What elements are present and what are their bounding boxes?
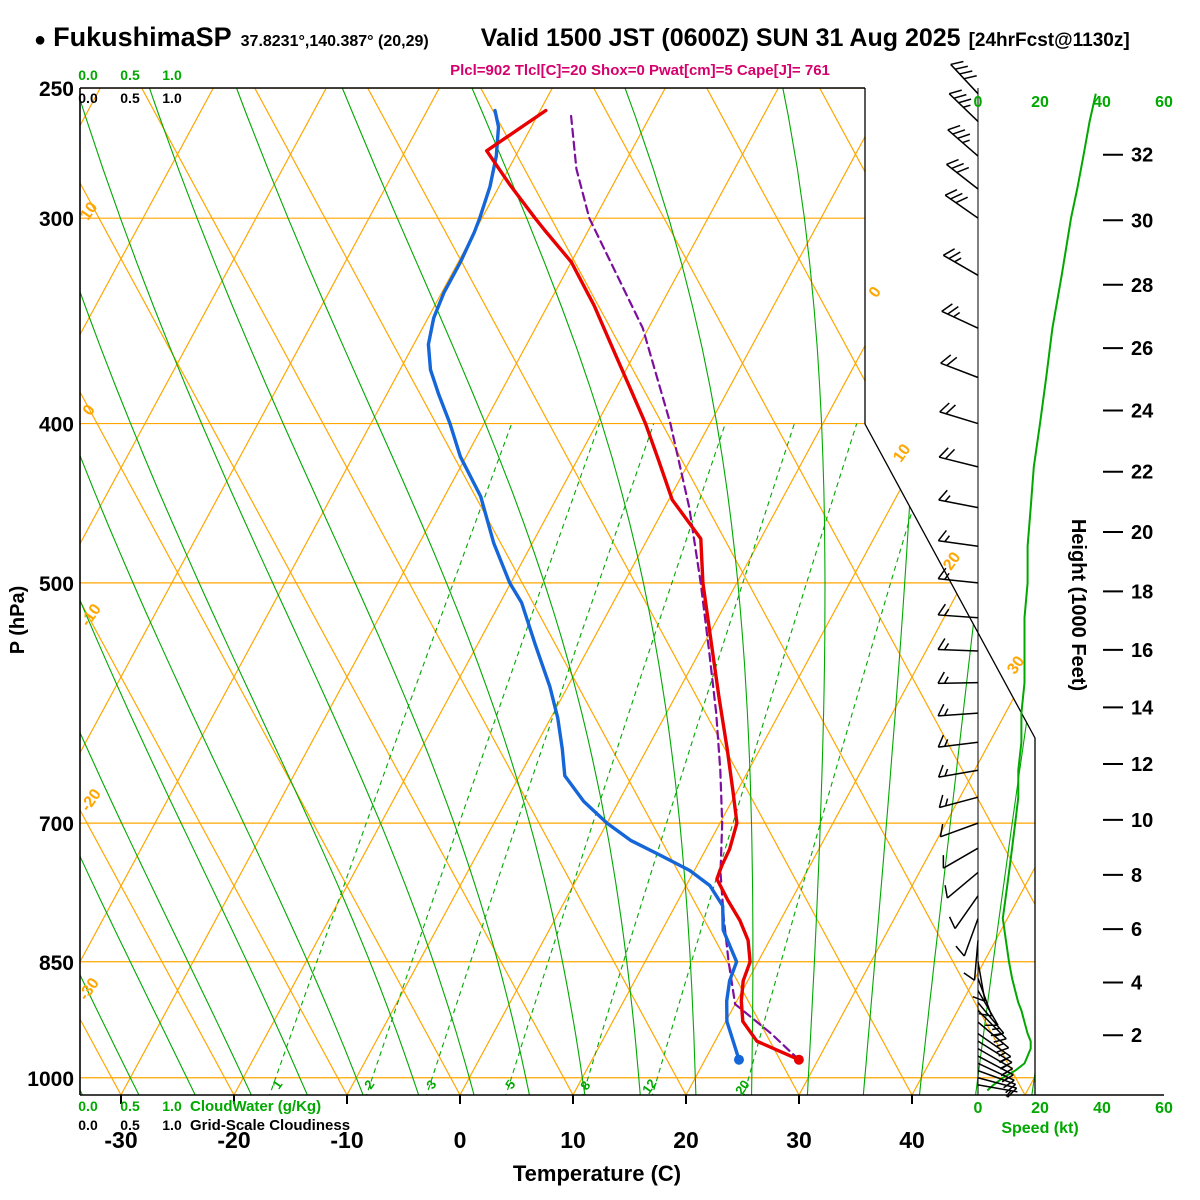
wind-barbs (937, 60, 1018, 1098)
svg-text:400: 400 (39, 414, 74, 437)
svg-text:20: 20 (732, 1077, 753, 1097)
svg-text:0.5: 0.5 (120, 90, 140, 106)
svg-text:12: 12 (639, 1076, 660, 1096)
svg-text:40: 40 (899, 1127, 925, 1153)
svg-text:Speed (kt): Speed (kt) (1001, 1120, 1078, 1137)
svg-text:Height (1000 Feet): Height (1000 Feet) (1067, 519, 1089, 691)
svg-text:300: 300 (39, 208, 74, 231)
svg-text:10: 10 (1131, 810, 1153, 832)
svg-text:30: 30 (786, 1127, 812, 1153)
svg-text:14: 14 (1131, 697, 1154, 719)
svg-text:1.0: 1.0 (162, 1117, 182, 1133)
svg-text:500: 500 (39, 573, 74, 596)
svg-text:0.5: 0.5 (120, 67, 140, 83)
svg-text:1.0: 1.0 (162, 1098, 182, 1114)
svg-text:20: 20 (1131, 522, 1153, 544)
svg-text:16: 16 (1131, 640, 1153, 662)
svg-text:10: 10 (890, 441, 914, 465)
surface-dewpoint-dot (733, 1054, 744, 1065)
surface-temp-dot (793, 1054, 804, 1065)
svg-text:0: 0 (866, 284, 885, 301)
parcel-ascent-curve (570, 114, 800, 1061)
svg-text:850: 850 (39, 952, 74, 975)
svg-text:1000: 1000 (27, 1068, 74, 1091)
svg-text:1.0: 1.0 (162, 90, 182, 106)
svg-text:0: 0 (80, 402, 99, 419)
svg-text:-10: -10 (330, 1127, 363, 1153)
svg-text:Grid-Scale Cloudiness: Grid-Scale Cloudiness (190, 1117, 350, 1134)
svg-text:26: 26 (1131, 338, 1153, 360)
dewpoint-curve (426, 108, 741, 1062)
svg-text:0.0: 0.0 (78, 1098, 98, 1114)
svg-text:32: 32 (1131, 145, 1153, 167)
svg-text:Temperature (C): Temperature (C) (513, 1161, 681, 1186)
svg-text:60: 60 (1155, 94, 1173, 111)
wind-speed-curve (986, 93, 1097, 1092)
svg-text:P (hPa): P (hPa) (7, 586, 29, 655)
svg-text:-30: -30 (104, 1127, 137, 1153)
svg-text:40: 40 (1093, 1100, 1111, 1117)
svg-text:8: 8 (1131, 865, 1142, 887)
svg-text:18: 18 (1131, 581, 1153, 603)
svg-text:5: 5 (502, 1077, 518, 1092)
svg-text:20: 20 (1031, 1100, 1049, 1117)
svg-text:250: 250 (39, 78, 74, 101)
svg-text:0: 0 (454, 1127, 467, 1153)
svg-text:0.0: 0.0 (78, 67, 98, 83)
svg-text:0.0: 0.0 (78, 90, 98, 106)
svg-text:0.5: 0.5 (120, 1117, 140, 1133)
svg-text:28: 28 (1131, 275, 1153, 297)
svg-text:0.5: 0.5 (120, 1098, 140, 1114)
svg-text:6: 6 (1131, 919, 1142, 941)
svg-text:20: 20 (1031, 94, 1049, 111)
svg-text:CloudWater (g/Kg): CloudWater (g/Kg) (190, 1098, 321, 1115)
svg-text:8: 8 (577, 1078, 593, 1093)
svg-text:30: 30 (1131, 210, 1153, 232)
svg-text:40: 40 (1093, 94, 1111, 111)
svg-text:60: 60 (1155, 1100, 1173, 1117)
svg-text:0: 0 (974, 94, 983, 111)
svg-text:-20: -20 (78, 786, 105, 815)
svg-text:0.0: 0.0 (78, 1117, 98, 1133)
svg-text:10: 10 (77, 199, 101, 223)
svg-text:4: 4 (1131, 973, 1143, 995)
svg-text:2: 2 (361, 1077, 377, 1092)
svg-text:700: 700 (39, 813, 74, 836)
sounding-profiles (426, 108, 804, 1065)
temperature-curve (485, 108, 801, 1062)
svg-text:10: 10 (560, 1127, 586, 1153)
svg-text:1.0: 1.0 (162, 67, 182, 83)
svg-text:2: 2 (1131, 1025, 1142, 1047)
plot-frame (79, 87, 1164, 1104)
svg-text:12: 12 (1131, 754, 1153, 776)
svg-text:0: 0 (974, 1100, 983, 1117)
svg-text:24: 24 (1131, 400, 1154, 422)
svg-text:20: 20 (673, 1127, 699, 1153)
svg-text:22: 22 (1131, 462, 1153, 484)
svg-text:-20: -20 (217, 1127, 250, 1153)
